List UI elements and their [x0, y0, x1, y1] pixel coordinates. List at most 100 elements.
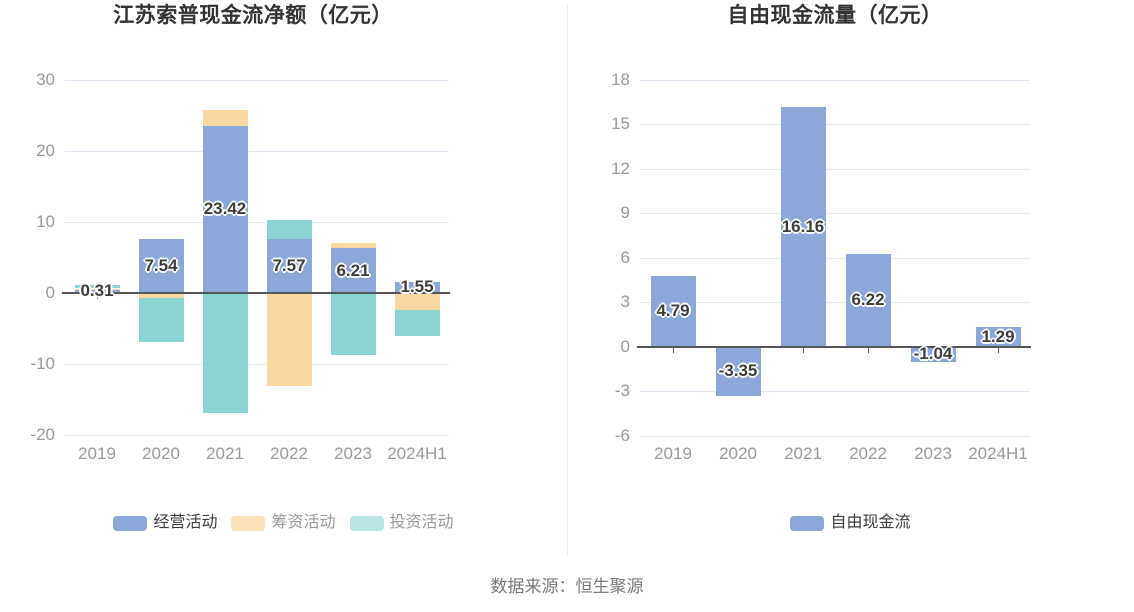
gridline: [640, 435, 1030, 437]
bar-value-label: 1.29: [981, 326, 1015, 346]
bar-value-label: 7.54: [144, 255, 178, 275]
x-axis-label: 2022: [270, 444, 308, 463]
bar-value-label: 1.55: [400, 277, 434, 296]
bar-value-label: -3.35: [718, 361, 758, 381]
net-cashflow-legend: 经营活动 筹资活动 投资活动: [0, 512, 567, 534]
legend-swatch-icon: [231, 515, 266, 531]
x-axis-label: 2023: [914, 444, 952, 463]
bar-segment: [74, 284, 120, 289]
free-cashflow-chart-title: 自由现金流量（亿元）: [727, 4, 943, 27]
x-axis-tick: [97, 293, 98, 299]
legend-item[interactable]: 筹资活动: [231, 513, 336, 533]
x-axis-label: 2019: [78, 444, 116, 463]
x-axis-tick: [998, 347, 999, 353]
y-axis-label: 0: [45, 282, 55, 302]
legend-swatch-icon: [790, 515, 825, 531]
gridline: [640, 213, 1030, 214]
bar-segment: [330, 243, 376, 249]
gridline: [65, 434, 449, 436]
bar-segment: [715, 346, 761, 397]
bar-segment: [138, 297, 184, 343]
bar-segment: [74, 288, 120, 291]
gridline: [640, 168, 1030, 170]
bar-segment: [74, 290, 120, 293]
legend-label: 筹资活动: [271, 514, 336, 531]
bar-segment: [394, 292, 440, 311]
legend-swatch-icon: [113, 515, 148, 531]
bar-segment: [138, 292, 184, 298]
legend-label: 自由现金流: [830, 514, 911, 531]
gridline: [640, 124, 1030, 126]
y-axis-label: 10: [36, 211, 55, 231]
gridline: [65, 221, 449, 223]
bar-value-label: 7.57: [272, 255, 306, 275]
y-axis-label: 6: [620, 247, 630, 267]
y-axis-label: -6: [614, 425, 630, 445]
x-axis-label: 2019: [654, 444, 692, 463]
legend-item[interactable]: 投资活动: [349, 513, 454, 533]
bar-segment: [780, 106, 826, 347]
y-axis-label: 9: [620, 203, 630, 222]
y-axis-label: -3: [614, 381, 630, 400]
y-axis-label: 30: [36, 69, 55, 89]
bar-segment: [202, 292, 248, 414]
gridline: [640, 391, 1030, 392]
legend-label: 经营活动: [153, 514, 218, 531]
bar-segment: [266, 292, 312, 387]
y-axis-label: -10: [30, 353, 55, 373]
bar-value-label: 4.79: [656, 301, 690, 320]
x-axis-label: 2024H1: [968, 444, 1028, 463]
gridline: [65, 79, 449, 81]
y-axis-label: 12: [611, 158, 630, 178]
bar-segment: [394, 281, 440, 293]
x-axis-label: 2021: [206, 444, 244, 463]
x-axis-tick: [803, 347, 804, 353]
y-axis-label: 20: [36, 140, 55, 160]
x-axis-line: [62, 291, 450, 294]
legend-swatch-icon: [349, 515, 384, 531]
bar-segment: [138, 239, 184, 293]
gridline: [65, 150, 449, 152]
x-axis-tick: [673, 347, 674, 353]
bar-value-label: 6.21: [336, 260, 370, 280]
bar-value-label: 0.31: [80, 281, 114, 301]
bar-segment: [330, 248, 376, 293]
y-axis-label: 0: [620, 336, 630, 356]
x-axis-label: 2024H1: [387, 444, 447, 463]
bar-segment: [910, 346, 956, 362]
free-cashflow-legend: 自由现金流: [567, 512, 1134, 534]
net-cashflow-chart-title: 江苏索普现金流净额（亿元）: [113, 4, 393, 27]
x-axis-line: [637, 345, 1031, 348]
bar-segment: [330, 292, 376, 355]
gridline: [640, 302, 1030, 303]
x-axis-label: 2021: [784, 444, 822, 463]
y-axis-label: 15: [611, 114, 630, 134]
y-axis-label: 18: [611, 69, 630, 89]
x-axis-label: 2023: [334, 444, 372, 463]
gridline: [640, 79, 1030, 81]
bar-value-label: 23.42: [203, 199, 247, 219]
legend-item[interactable]: 自由现金流: [790, 513, 911, 533]
x-axis-label: 2022: [849, 444, 887, 463]
bar-segment: [394, 310, 440, 336]
data-source-note: 数据来源：恒生聚源: [490, 577, 644, 596]
bar-segment: [650, 275, 696, 347]
bar-segment: [845, 254, 891, 347]
bar-segment: [266, 220, 312, 239]
bar-segment: [202, 109, 248, 127]
y-axis-label: 3: [620, 292, 630, 311]
x-axis-label: 2020: [719, 444, 757, 463]
bar-segment: [266, 238, 312, 293]
bar-segment: [202, 126, 248, 293]
gridline: [65, 363, 449, 365]
bar-value-label: -1.04: [913, 344, 953, 364]
panel-divider: [567, 4, 568, 556]
legend-item[interactable]: 经营活动: [113, 513, 217, 533]
x-axis-label: 2020: [142, 444, 180, 463]
y-axis-label: -20: [30, 424, 55, 444]
bar-value-label: 16.16: [781, 216, 825, 236]
bar-segment: [975, 327, 1021, 347]
